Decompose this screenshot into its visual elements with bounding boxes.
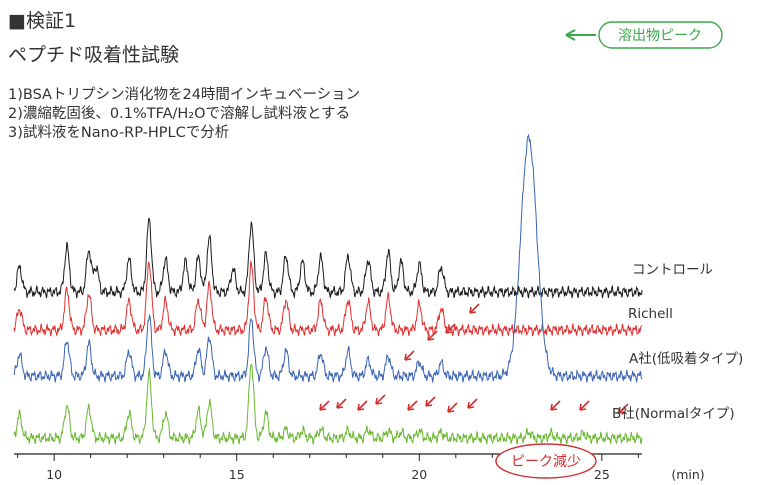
step-item-3: 3)試料液をNano-RP-HPLCで分析	[8, 125, 230, 141]
series-line-2	[13, 133, 643, 384]
decrease-arrow-icon	[319, 400, 330, 411]
elution-arrow-icon	[565, 29, 596, 41]
series-line-3	[13, 364, 643, 446]
decrease-arrow-icon	[407, 400, 418, 411]
peak-decrease-label: ピーク減少	[511, 453, 581, 470]
decrease-arrow-icon	[447, 402, 458, 413]
decrease-arrow-icon	[375, 394, 386, 405]
series-layer	[13, 133, 643, 446]
decrease-arrow-icon	[445, 323, 456, 334]
decrease-arrow-icon	[357, 400, 368, 411]
step-list: 1)BSAトリプシン消化物を24時間インキュベーション 2)濃縮乾固後、0.1%…	[8, 86, 360, 143]
decrease-arrow-icon	[425, 396, 436, 407]
series-labels: コントロール Richell A社(低吸着タイプ) B社(Normalタイプ)	[612, 262, 743, 422]
decrease-arrow-icon	[469, 303, 480, 314]
decrease-arrow-icon	[427, 330, 438, 341]
peak-decrease-callout	[495, 443, 597, 479]
series-line-1	[13, 260, 643, 338]
decrease-arrow-icon	[618, 403, 629, 414]
series-label-1: Richell	[628, 306, 673, 322]
decrease-arrow-icon	[467, 398, 478, 409]
series-label-0: コントロール	[632, 262, 713, 278]
series-label-2: A社(低吸着タイプ)	[629, 350, 743, 367]
x-tick-label: 15	[229, 467, 245, 482]
decrease-arrow-icon	[550, 400, 561, 411]
decrease-arrow-icon	[579, 400, 590, 411]
series-line-0	[13, 217, 643, 300]
x-axis: 10 15 20 25 (min)	[14, 453, 705, 482]
decrease-arrow-icon	[404, 350, 415, 361]
step-item-1: 1)BSAトリプシン消化物を24時間インキュベーション	[8, 87, 361, 103]
series-label-3: B社(Normalタイプ)	[612, 406, 735, 422]
elution-peak-callout	[598, 21, 723, 49]
x-tick-label: 20	[411, 467, 427, 482]
step-item-2: 2)濃縮乾固後、0.1%TFA/H₂Oで溶解し試料液とする	[8, 106, 351, 122]
x-axis-label: (min)	[671, 467, 704, 482]
x-tick-label: 25	[594, 467, 610, 482]
page-title: ■検証1	[8, 10, 77, 32]
decrease-arrow-icon	[336, 398, 347, 409]
x-tick-label: 10	[46, 467, 62, 482]
page-subtitle: ペプチド吸着性試験	[8, 44, 180, 66]
elution-peak-label: 溶出物ピーク	[618, 28, 702, 44]
